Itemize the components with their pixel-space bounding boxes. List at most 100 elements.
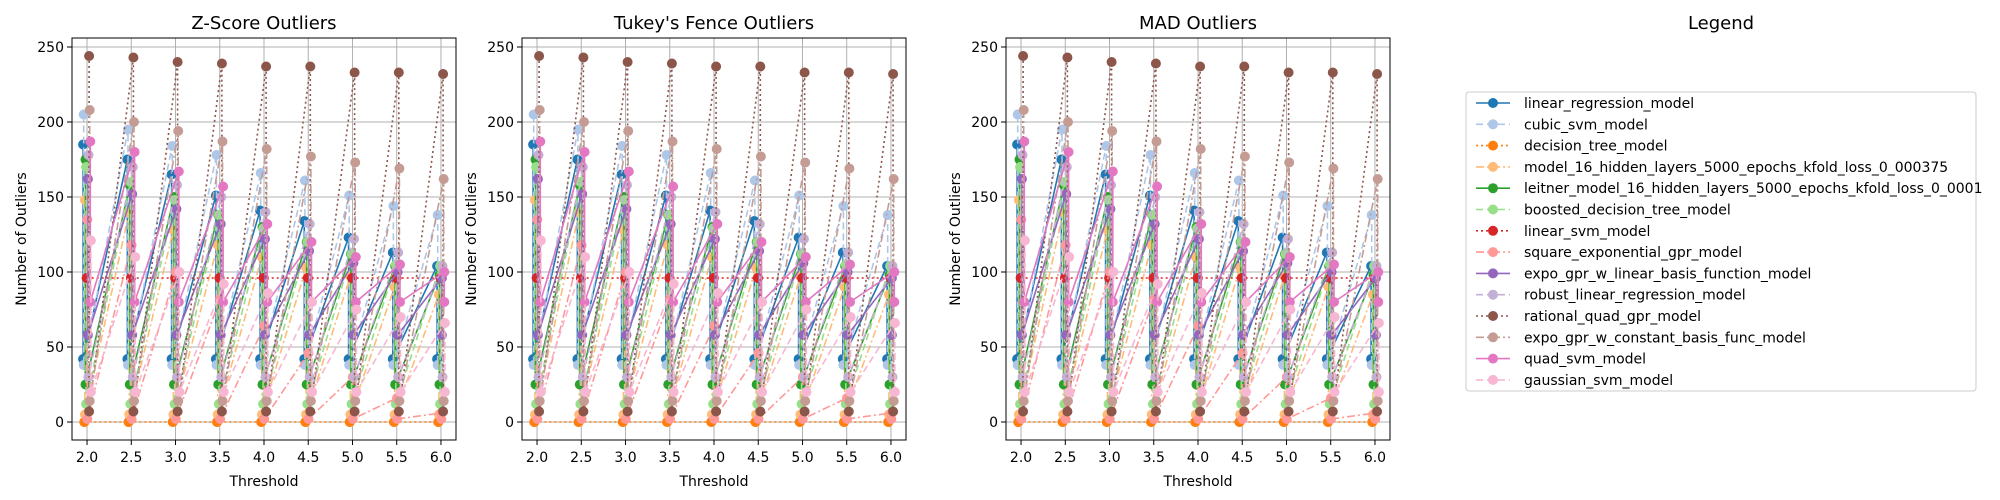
legend-label: gaussian_svm_model [1524,373,1673,389]
x-tick-label: 3.0 [164,450,186,466]
data-point-cubic_svm_model [344,190,355,201]
data-point-rational_quad_gpr_model [1283,406,1294,417]
data-point-expo_gpr_w_constant_basis_func_model [1328,396,1339,406]
data-point-expo_gpr_w_constant_basis_func_model [800,157,811,168]
x-tick-label: 2.5 [1054,450,1076,466]
data-point-expo_gpr_w_constant_basis_func_model [711,396,722,406]
data-point-quad_svm_model [173,166,184,177]
data-point-gaussian_svm_model [1108,387,1119,397]
x-tick-label: 4.0 [1187,450,1209,466]
data-point-expo_gpr_w_constant_basis_func_model [579,117,589,127]
data-point-gaussian_svm_model [845,312,856,322]
data-point-rational_quad_gpr_model [261,61,272,72]
series-line-expo_gpr_w_linear_basis_function_model [87,179,443,338]
data-point-rational_quad_gpr_model [755,61,766,72]
data-point-quad_svm_model [85,136,96,147]
data-point-square_exponential_gpr_model [1016,414,1027,424]
data-point-expo_gpr_w_constant_basis_func_model [888,396,899,406]
legend-swatch-marker [1488,353,1498,364]
data-point-expo_gpr_w_constant_basis_func_model [173,126,184,136]
data-point-gaussian_svm_model [889,387,900,397]
data-point-cubic_svm_model [749,175,760,186]
data-point-expo_gpr_w_constant_basis_func_model [217,136,228,147]
data-point-square_exponential_gpr_model [620,414,631,424]
chart-title: Tukey's Fence Outliers [613,13,814,34]
data-point-expo_gpr_w_constant_basis_func_model [1195,396,1206,406]
legend-swatch-marker [1488,374,1498,385]
plot-area [528,51,900,427]
data-point-expo_gpr_w_constant_basis_func_model [1018,105,1029,115]
data-point-gaussian_svm_model [130,252,141,262]
x-axis-label: Threshold [679,474,749,490]
data-point-quad_svm_model [1019,136,1030,147]
legend-item-decision_tree_model: decision_tree_model [1476,139,1667,155]
data-point-rational_quad_gpr_model [1018,51,1029,61]
y-tick-label: 100 [37,265,64,281]
data-point-square_exponential_gpr_model [1326,414,1336,424]
data-point-rational_quad_gpr_model [799,406,810,417]
x-tick-label: 2.0 [1010,450,1032,466]
data-point-square_exponential_gpr_model [82,414,93,424]
data-point-quad_svm_model [1284,297,1295,307]
series-line-rational_quad_gpr_model [88,56,444,412]
series-line-expo_gpr_w_linear_basis_function_model [537,179,893,338]
y-tick-label: 250 [487,40,514,56]
data-point-rational_quad_gpr_model [84,406,95,417]
data-point-rational_quad_gpr_model [1327,67,1338,78]
data-point-rational_quad_gpr_model [1195,61,1206,72]
data-point-quad_svm_model [845,259,855,270]
data-point-expo_gpr_w_constant_basis_func_model [217,396,228,406]
data-point-expo_gpr_w_constant_basis_func_model [623,126,634,136]
data-point-leitner_model_16_hidden_layers_5000_epochs_kfold_loss_0_0001 [1368,379,1379,390]
data-point-quad_svm_model [1063,147,1074,157]
legend-label: model_16_hidden_layers_5000_epochs_kfold… [1524,160,1948,176]
data-point-expo_gpr_w_constant_basis_func_model [844,163,855,174]
data-point-square_exponential_gpr_model [1193,414,1204,424]
data-point-cubic_svm_model [838,201,849,211]
data-point-gaussian_svm_model [1108,267,1119,277]
data-point-square_exponential_gpr_model [1281,414,1292,424]
data-point-rational_quad_gpr_model [1062,52,1073,63]
data-point-gaussian_svm_model [395,312,406,322]
data-point-expo_gpr_w_constant_basis_func_model [394,396,405,406]
data-point-expo_gpr_w_constant_basis_func_model [129,117,139,127]
data-point-rational_quad_gpr_model [305,406,316,417]
data-point-gaussian_svm_model [757,387,768,397]
data-point-quad_svm_model [395,297,405,307]
data-point-gaussian_svm_model [845,387,856,397]
data-point-leitner_model_16_hidden_layers_5000_epochs_kfold_loss_0_0001 [884,379,895,390]
data-point-cubic_svm_model [299,175,310,186]
legend-label: cubic_svm_model [1524,117,1648,133]
data-point-square_exponential_gpr_model [215,414,226,424]
x-tick-label: 4.0 [253,450,275,466]
data-point-expo_gpr_w_constant_basis_func_model [1151,396,1162,406]
data-point-expo_gpr_w_constant_basis_func_model [350,396,361,406]
y-tick-label: 0 [505,415,514,431]
data-point-gaussian_svm_model [1152,387,1163,397]
data-point-rational_quad_gpr_model [622,57,633,67]
data-point-cubic_svm_model [1322,360,1333,370]
data-point-cubic_svm_model [661,150,672,160]
data-point-quad_svm_model [1284,252,1295,262]
data-point-quad_svm_model [350,297,361,307]
legend-swatch-marker [1488,161,1498,172]
data-point-gaussian_svm_model [351,304,362,315]
data-point-expo_gpr_w_constant_basis_func_model [261,144,272,154]
data-point-cubic_svm_model [1189,168,1200,178]
x-tick-label: 5.5 [1320,450,1342,466]
data-point-expo_gpr_w_constant_basis_func_model [84,105,95,115]
data-point-cubic_svm_model [1366,360,1377,370]
series-line-gaussian_svm_model [90,240,446,395]
x-tick-label: 3.5 [209,450,231,466]
data-point-robust_linear_regression_model [304,219,315,229]
legend-label: expo_gpr_w_linear_basis_function_model [1524,266,1811,282]
series-line-boosted_decision_tree_model [1019,167,1375,405]
y-tick-label: 200 [971,115,998,131]
data-point-expo_gpr_w_constant_basis_func_model [438,174,449,184]
x-tick-label: 6.0 [430,450,452,466]
data-point-rational_quad_gpr_model [799,67,810,78]
data-point-quad_svm_model [712,219,723,229]
data-point-quad_svm_model [1373,297,1384,307]
data-point-quad_svm_model [800,252,811,262]
